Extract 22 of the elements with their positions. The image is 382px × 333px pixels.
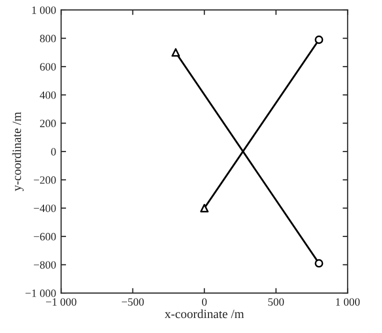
y-tick-label: −1 000 (26, 290, 56, 298)
y-tick-label: 400 (40, 91, 56, 99)
x-tick-label: −500 (122, 298, 144, 306)
x-tick-label: 0 (202, 298, 207, 306)
y-tick-label: 600 (40, 63, 56, 71)
x-axis-title: x-coordinate /m (164, 309, 244, 318)
y-axis-title: y-coordinate /m (12, 112, 24, 192)
point (314, 259, 324, 268)
point (200, 204, 209, 212)
x-tick-label: 1 000 (336, 298, 360, 306)
x-tick-label: −1 000 (46, 298, 76, 306)
y-tick-label: −400 (34, 204, 56, 212)
y-tick-label: −600 (34, 232, 56, 240)
y-tick-label: 0 (51, 148, 56, 156)
point (314, 35, 324, 44)
y-tick-label: 200 (40, 120, 56, 128)
point (171, 48, 180, 57)
y-tick-label: 1 000 (32, 6, 56, 14)
y-tick-label: −800 (34, 261, 56, 269)
y-tick-label: 800 (40, 34, 56, 42)
y-tick-label: −200 (34, 176, 56, 184)
x-tick-label: 500 (268, 298, 284, 306)
